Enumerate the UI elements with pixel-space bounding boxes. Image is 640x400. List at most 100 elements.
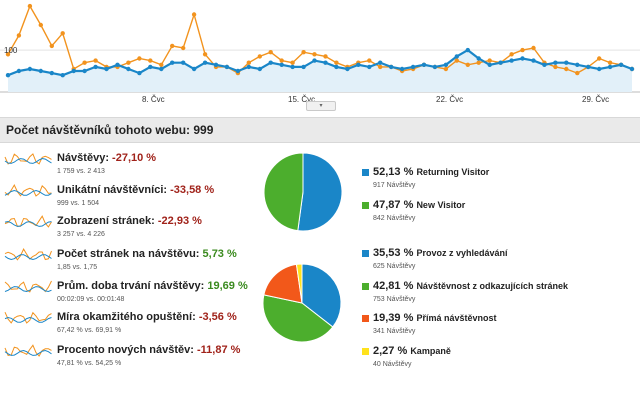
metric-sparkline[interactable] [4,184,52,198]
data-point[interactable] [378,60,383,65]
data-point[interactable] [542,62,547,67]
pie-slice[interactable] [295,263,303,304]
data-point[interactable] [575,70,580,76]
legend-item[interactable]: 42,81 % Návštěvnost z odkazujících strán… [362,280,632,310]
data-point[interactable] [607,64,613,70]
data-point[interactable] [509,58,514,63]
data-point[interactable] [202,60,208,65]
data-point[interactable] [71,68,76,74]
data-point[interactable] [159,66,164,72]
pie-slice[interactable] [297,152,343,232]
data-point[interactable] [279,58,284,63]
data-point[interactable] [49,70,54,76]
metric-row[interactable]: Míra okamžitého opuštění: -3,56 % 67,42 … [0,311,260,341]
data-point[interactable] [170,43,175,49]
data-point[interactable] [16,68,22,74]
data-point[interactable] [148,64,153,70]
data-point[interactable] [5,73,11,78]
data-point[interactable] [356,62,361,67]
metric-row[interactable]: Počet stránek na návštěvu: 5,73 % 1,85 v… [0,248,260,278]
pie-slice[interactable] [263,152,304,232]
data-point[interactable] [443,66,449,72]
data-point[interactable] [607,60,613,65]
data-point[interactable] [531,58,536,63]
data-point[interactable] [443,62,449,67]
data-point[interactable] [38,22,43,28]
data-point[interactable] [301,64,306,70]
data-point[interactable] [27,66,33,72]
data-point[interactable] [586,64,591,70]
data-point[interactable] [60,31,65,36]
data-point[interactable] [290,64,295,70]
metric-row[interactable]: Návštěvy: -27,10 % 1 759 vs. 2 413 [0,152,260,182]
data-point[interactable] [93,58,98,63]
data-point[interactable] [520,47,525,53]
data-point[interactable] [16,33,22,38]
data-point[interactable] [564,60,569,65]
pie-slice[interactable] [263,263,303,304]
data-point[interactable] [323,54,328,59]
data-point[interactable] [487,62,492,67]
data-point[interactable] [334,64,339,70]
data-point[interactable] [629,66,635,72]
metric-sparkline[interactable] [4,311,52,325]
data-point[interactable] [323,60,328,65]
data-point[interactable] [246,64,251,70]
data-point[interactable] [137,56,142,61]
data-point[interactable] [553,60,558,65]
data-point[interactable] [213,62,219,67]
legend-item[interactable]: 35,53 % Provoz z vyhledávání 625 Návštěv… [362,247,632,277]
data-point[interactable] [159,62,164,67]
data-point[interactable] [312,52,317,57]
data-point[interactable] [432,64,438,70]
pie-slice[interactable] [262,294,334,343]
metric-sparkline[interactable] [4,215,52,229]
data-point[interactable] [5,52,11,57]
data-point[interactable] [257,66,262,72]
data-point[interactable] [389,64,394,70]
data-point[interactable] [82,60,87,65]
data-point[interactable] [224,64,230,70]
data-point[interactable] [27,3,33,9]
data-point[interactable] [301,50,306,55]
data-point[interactable] [367,58,372,63]
data-point[interactable] [181,60,186,65]
legend-item[interactable]: 19,39 % Přímá návštěvnost 341 Návštěvy [362,312,632,342]
data-point[interactable] [279,62,284,67]
data-point[interactable] [93,64,98,70]
data-point[interactable] [553,64,558,70]
data-point[interactable] [82,68,87,74]
data-point[interactable] [191,66,197,72]
data-point[interactable] [454,58,459,63]
data-point[interactable] [564,66,569,72]
data-point[interactable] [520,56,525,61]
data-point[interactable] [498,60,503,65]
data-point[interactable] [410,64,416,70]
data-point[interactable] [618,62,624,67]
data-point[interactable] [465,62,470,67]
metric-row[interactable]: Prům. doba trvání návštěvy: 19,69 % 00:0… [0,280,260,310]
data-point[interactable] [60,73,65,78]
data-point[interactable] [104,66,109,72]
data-point[interactable] [345,66,350,72]
data-point[interactable] [115,62,120,67]
data-point[interactable] [268,60,273,65]
data-point[interactable] [126,66,131,72]
data-point[interactable] [476,60,481,65]
data-point[interactable] [597,66,602,72]
data-point[interactable] [148,58,153,63]
data-point[interactable] [399,66,405,72]
data-point[interactable] [367,64,372,70]
data-point[interactable] [170,60,175,65]
data-point[interactable] [202,52,208,57]
data-point[interactable] [235,68,241,74]
data-point[interactable] [378,64,383,70]
data-point[interactable] [476,56,481,61]
data-point[interactable] [509,52,514,57]
data-point[interactable] [246,60,251,65]
legend-item[interactable]: 2,27 % Kampaně 40 Návštěvy [362,345,632,375]
data-point[interactable] [421,62,427,67]
data-point[interactable] [126,60,131,65]
metric-row[interactable]: Unikátní návštěvníci: -33,58 % 999 vs. 1… [0,184,260,214]
visitor-type-pie-chart[interactable] [262,151,344,233]
